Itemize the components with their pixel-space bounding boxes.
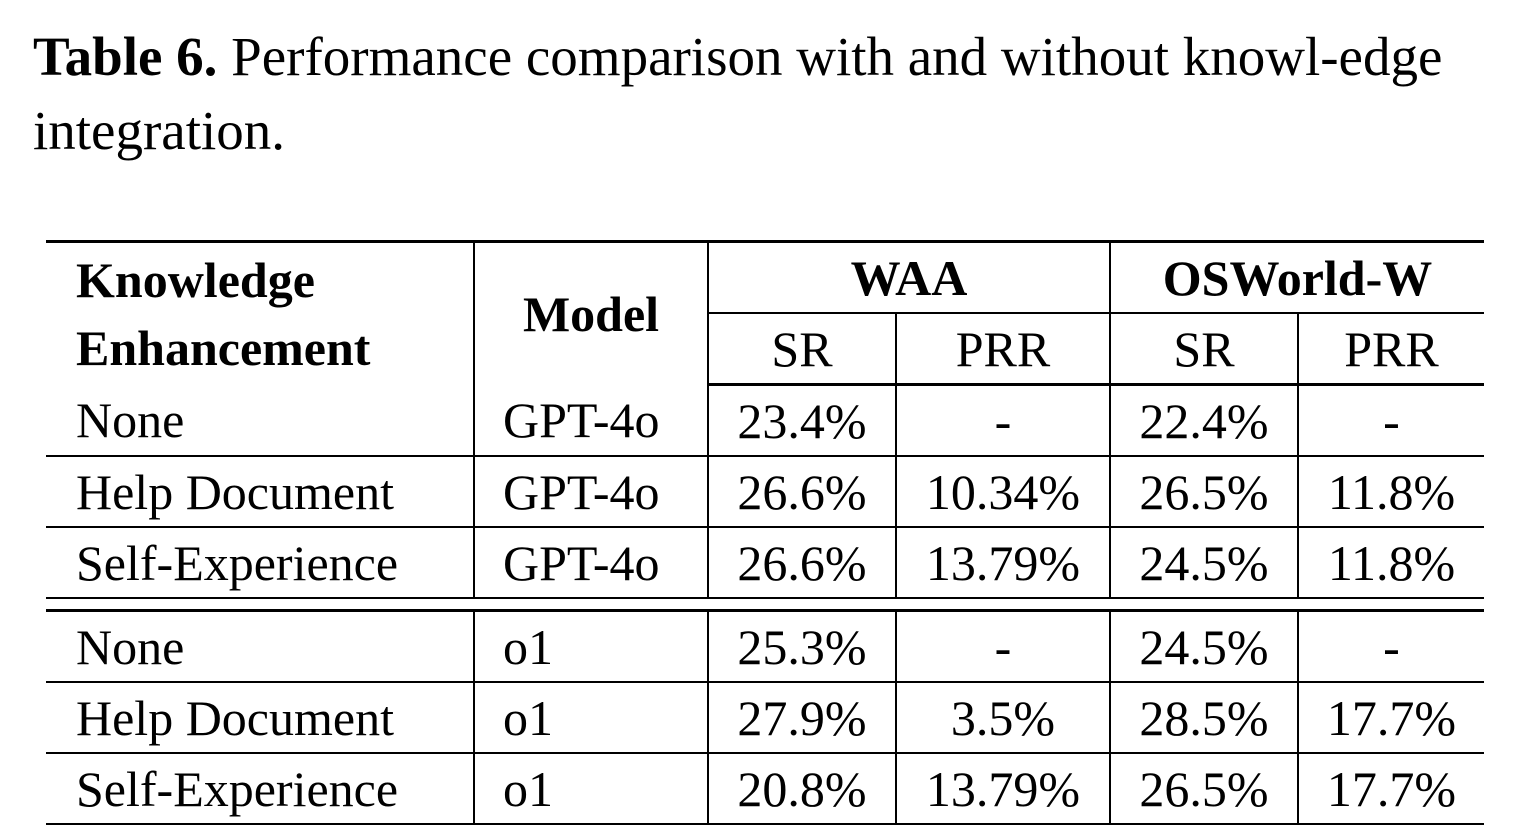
cell-osw-prr: - — [1298, 384, 1485, 457]
cell-knowledge: None — [46, 609, 475, 683]
header-knowledge-line1: Knowledge — [76, 251, 315, 308]
cell-model: GPT-4o — [474, 527, 709, 599]
cell-osw-prr: - — [1298, 609, 1485, 683]
table-row: Self-Experience o1 20.8% 13.79% 26.5% 17… — [46, 753, 1485, 825]
table-row: Help Document GPT-4o 26.6% 10.34% 26.5% … — [46, 456, 1485, 528]
header-knowledge-enhancement: Knowledge Enhancement — [46, 240, 475, 385]
cell-knowledge: Self-Experience — [46, 527, 475, 599]
cell-model: GPT-4o — [474, 456, 709, 528]
cell-waa-sr: 26.6% — [708, 456, 897, 528]
cell-waa-prr: - — [896, 609, 1111, 683]
cell-waa-sr: 27.9% — [708, 682, 897, 754]
table-row: Self-Experience GPT-4o 26.6% 13.79% 24.5… — [46, 527, 1485, 599]
cell-knowledge: Help Document — [46, 456, 475, 528]
cell-osw-sr: 28.5% — [1110, 682, 1299, 754]
cell-waa-prr: 13.79% — [896, 527, 1111, 599]
table-caption: Table 6. Performance comparison with and… — [33, 20, 1503, 168]
cell-osw-sr: 26.5% — [1110, 456, 1299, 528]
table-row: None o1 25.3% - 24.5% - — [46, 609, 1485, 683]
caption-text: Performance comparison with and without … — [33, 26, 1443, 161]
cell-osw-sr: 24.5% — [1110, 527, 1299, 599]
cell-osw-sr: 22.4% — [1110, 384, 1299, 457]
table-row: Help Document o1 27.9% 3.5% 28.5% 17.7% — [46, 682, 1485, 754]
cell-model: GPT-4o — [474, 384, 709, 457]
cell-waa-sr: 25.3% — [708, 609, 897, 683]
cell-osw-sr: 26.5% — [1110, 753, 1299, 825]
cell-waa-prr: - — [896, 384, 1111, 457]
cell-osw-sr: 24.5% — [1110, 609, 1299, 683]
results-table: Knowledge Enhancement Model WAA OSWorld-W… — [46, 240, 1485, 825]
cell-knowledge: Help Document — [46, 682, 475, 754]
header-model: Model — [474, 240, 709, 385]
header-group-waa: WAA — [708, 240, 1111, 314]
cell-osw-prr: 11.8% — [1298, 527, 1485, 599]
cell-model: o1 — [474, 682, 709, 754]
header-group-osworld: OSWorld-W — [1110, 240, 1485, 314]
cell-waa-prr: 13.79% — [896, 753, 1111, 825]
table-row: None GPT-4o 23.4% - 22.4% - — [46, 384, 1485, 457]
cell-osw-prr: 11.8% — [1298, 456, 1485, 528]
header-waa-sr: SR — [708, 312, 897, 386]
header-knowledge-line2: Enhancement — [76, 319, 371, 376]
cell-waa-sr: 23.4% — [708, 384, 897, 457]
header-waa-prr: PRR — [896, 312, 1111, 386]
group-separator — [46, 598, 1485, 612]
header-osw-prr: PRR — [1298, 312, 1485, 386]
cell-waa-prr: 10.34% — [896, 456, 1111, 528]
cell-waa-sr: 26.6% — [708, 527, 897, 599]
cell-model: o1 — [474, 609, 709, 683]
cell-knowledge: Self-Experience — [46, 753, 475, 825]
caption-label: Table 6. — [33, 26, 218, 87]
separator-cell — [46, 598, 1485, 612]
cell-osw-prr: 17.7% — [1298, 682, 1485, 754]
cell-osw-prr: 17.7% — [1298, 753, 1485, 825]
cell-model: o1 — [474, 753, 709, 825]
cell-waa-sr: 20.8% — [708, 753, 897, 825]
cell-waa-prr: 3.5% — [896, 682, 1111, 754]
header-osw-sr: SR — [1110, 312, 1299, 386]
cell-knowledge: None — [46, 384, 475, 457]
